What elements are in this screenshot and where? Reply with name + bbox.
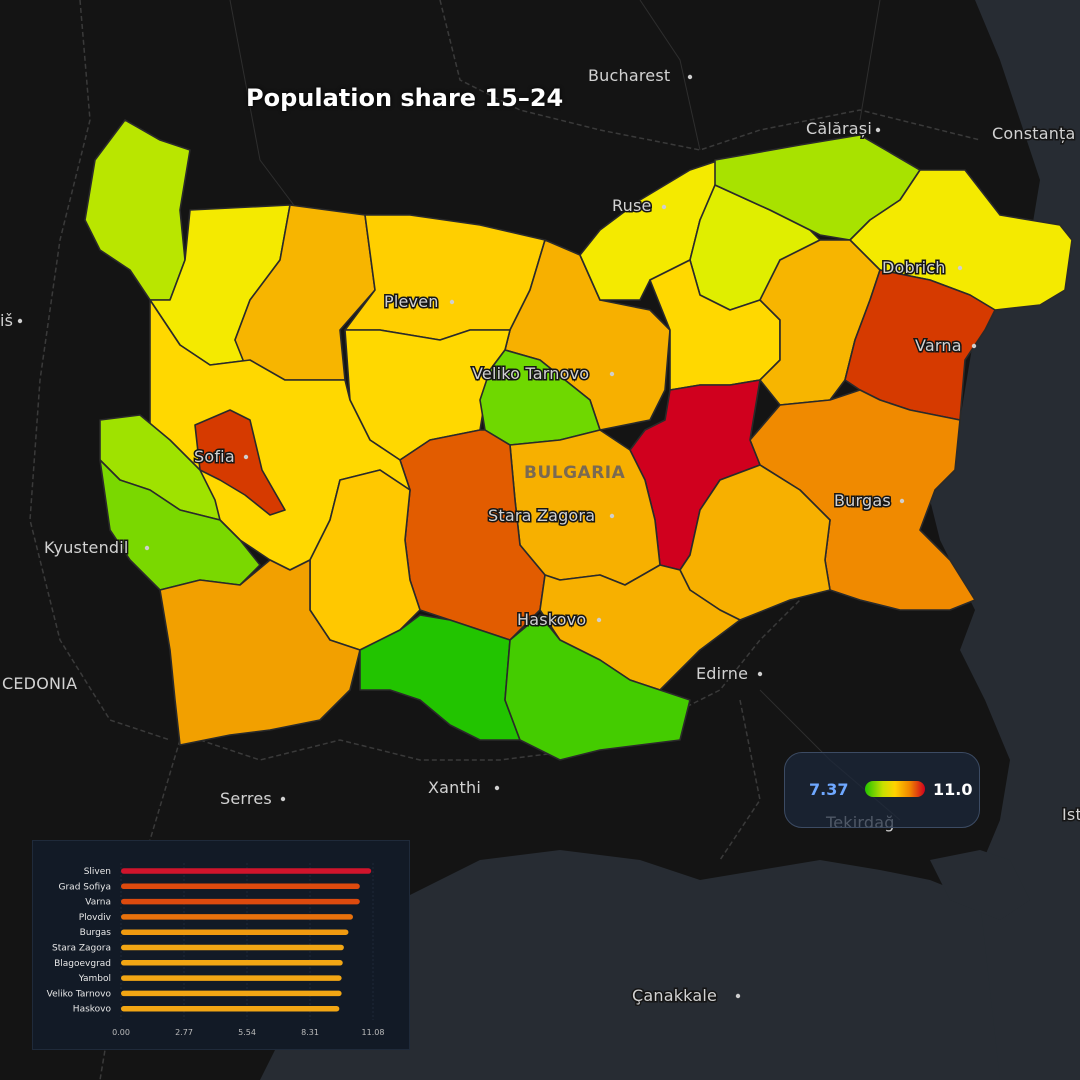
label-pleven: Pleven xyxy=(384,292,439,311)
label-istanbul: Ist xyxy=(1062,805,1080,824)
dot-canakkale xyxy=(735,993,741,999)
bar[interactable] xyxy=(121,883,360,890)
bar-category-label: Plovdiv xyxy=(79,913,112,923)
color-legend: 7.37 11.0 xyxy=(784,752,980,828)
map-title: Population share 15–24 xyxy=(246,84,564,112)
label-varna: Varna xyxy=(915,336,962,355)
legend-max-label: 11.0 xyxy=(933,780,973,799)
dot-pleven xyxy=(449,299,455,305)
label-veliko-tarnovo: Veliko Tarnovo xyxy=(472,364,589,383)
dot-bucharest xyxy=(687,74,693,80)
bar-category-label: Veliko Tarnovo xyxy=(47,989,112,999)
label-bulgaria: BULGARIA xyxy=(524,463,626,483)
label-calarasi: Călărași xyxy=(806,119,872,138)
dot-burgas xyxy=(899,498,905,504)
legend-min-label: 7.37 xyxy=(809,780,849,799)
aegean-sea xyxy=(260,850,1000,1080)
dot-veliko-tarnovo xyxy=(609,371,615,377)
label-nis: iš xyxy=(0,311,13,330)
label-ruse: Ruse xyxy=(612,196,652,215)
bar-category-label: Blagoevgrad xyxy=(54,959,111,969)
bar-category-label: Sliven xyxy=(84,867,111,877)
x-tick-label: 11.08 xyxy=(362,1028,385,1037)
x-tick-label: 8.31 xyxy=(301,1028,319,1037)
region-shumen[interactable] xyxy=(759,239,881,406)
label-constanta: Constanța xyxy=(992,124,1076,143)
bar-category-label: Burgas xyxy=(80,928,112,938)
dot-calarasi xyxy=(875,127,881,133)
label-dobrich: Dobrich xyxy=(882,258,946,277)
dot-serres xyxy=(280,796,286,802)
dot-dobrich xyxy=(957,265,963,271)
label-xanthi: Xanthi xyxy=(428,778,481,797)
bar-category-label: Stara Zagora xyxy=(52,944,111,954)
x-tick-label: 5.54 xyxy=(238,1028,256,1037)
sea-of-marmara xyxy=(930,850,1030,920)
bar[interactable] xyxy=(121,898,360,905)
bar[interactable] xyxy=(121,960,343,966)
bar[interactable] xyxy=(121,914,353,920)
bar[interactable] xyxy=(121,944,344,951)
dot-ruse xyxy=(661,204,667,210)
top-regions-chart-panel: Sliven Grad Sofiya Varna Plovdiv Burgas Stara… xyxy=(32,840,410,1050)
label-macedonia: CEDONIA xyxy=(2,674,77,693)
label-burgas: Burgas xyxy=(834,491,891,510)
top-regions-bar-chart: Sliven Grad Sofiya Varna Plovdiv Burgas Stara… xyxy=(47,863,385,1037)
label-kyustendil: Kyustendil xyxy=(44,538,129,557)
bar[interactable] xyxy=(121,1005,340,1012)
dot-varna xyxy=(971,343,977,349)
legend-gradient-bar xyxy=(865,781,925,797)
label-serres: Serres xyxy=(220,789,272,808)
bar-category-label: Grad Sofiya xyxy=(59,882,112,892)
x-tick-label: 2.77 xyxy=(175,1028,193,1037)
bulgaria-regions xyxy=(84,119,1073,761)
dot-stara-zagora xyxy=(609,513,615,519)
dot-nis xyxy=(17,318,23,324)
bar-category-label: Yambol xyxy=(78,974,111,984)
city-labels: Bucharest Călărași Constanța Ruse Dobric… xyxy=(0,65,1080,1007)
label-bucharest: Bucharest xyxy=(588,66,670,85)
label-edirne: Edirne xyxy=(696,664,748,683)
x-tick-label: 0.00 xyxy=(112,1028,130,1037)
bar-category-label: Varna xyxy=(85,898,111,908)
bar-category-label: Haskovo xyxy=(73,1005,112,1015)
region-grad-sofiya[interactable] xyxy=(194,409,286,516)
bar[interactable] xyxy=(121,990,342,997)
dot-edirne xyxy=(757,671,763,677)
dot-kyustendil xyxy=(144,545,150,551)
bar[interactable] xyxy=(121,929,349,935)
label-stara-zagora: Stara Zagora xyxy=(488,506,595,525)
bar[interactable] xyxy=(121,868,372,874)
label-canakkale: Çanakkale xyxy=(632,986,717,1005)
label-sofia: Sofia xyxy=(194,447,235,466)
bar[interactable] xyxy=(121,975,342,981)
dot-sofia xyxy=(243,454,249,460)
region-kyustendil[interactable] xyxy=(99,459,261,591)
region-kardzhali[interactable] xyxy=(504,614,691,761)
dot-haskovo xyxy=(596,617,602,623)
dot-xanthi xyxy=(494,785,500,791)
label-haskovo: Haskovo xyxy=(517,610,586,629)
